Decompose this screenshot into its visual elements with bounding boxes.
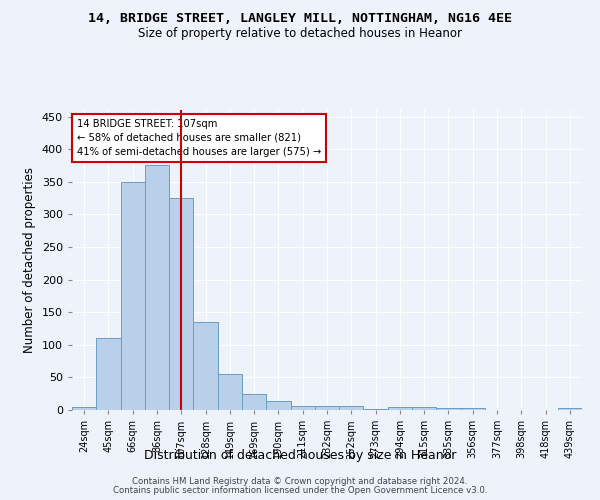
Bar	[169, 198, 193, 410]
Bar	[339, 406, 364, 410]
Bar	[266, 401, 290, 410]
Bar	[218, 374, 242, 410]
Bar	[364, 408, 388, 410]
Text: Contains public sector information licensed under the Open Government Licence v3: Contains public sector information licen…	[113, 486, 487, 495]
Text: 14 BRIDGE STREET: 107sqm
← 58% of detached houses are smaller (821)
41% of semi-: 14 BRIDGE STREET: 107sqm ← 58% of detach…	[77, 119, 322, 157]
Bar	[193, 322, 218, 410]
Text: 14, BRIDGE STREET, LANGLEY MILL, NOTTINGHAM, NG16 4EE: 14, BRIDGE STREET, LANGLEY MILL, NOTTING…	[88, 12, 512, 26]
Bar	[461, 408, 485, 410]
Bar	[72, 406, 96, 410]
Text: Size of property relative to detached houses in Heanor: Size of property relative to detached ho…	[138, 28, 462, 40]
Bar	[412, 406, 436, 410]
Bar	[388, 406, 412, 410]
Bar	[315, 406, 339, 410]
Bar	[96, 338, 121, 410]
Bar	[121, 182, 145, 410]
Y-axis label: Number of detached properties: Number of detached properties	[23, 167, 36, 353]
Text: Contains HM Land Registry data © Crown copyright and database right 2024.: Contains HM Land Registry data © Crown c…	[132, 477, 468, 486]
Bar	[145, 166, 169, 410]
Bar	[242, 394, 266, 410]
Bar	[290, 406, 315, 410]
Text: Distribution of detached houses by size in Heanor: Distribution of detached houses by size …	[144, 448, 456, 462]
Bar	[436, 408, 461, 410]
Bar	[558, 408, 582, 410]
